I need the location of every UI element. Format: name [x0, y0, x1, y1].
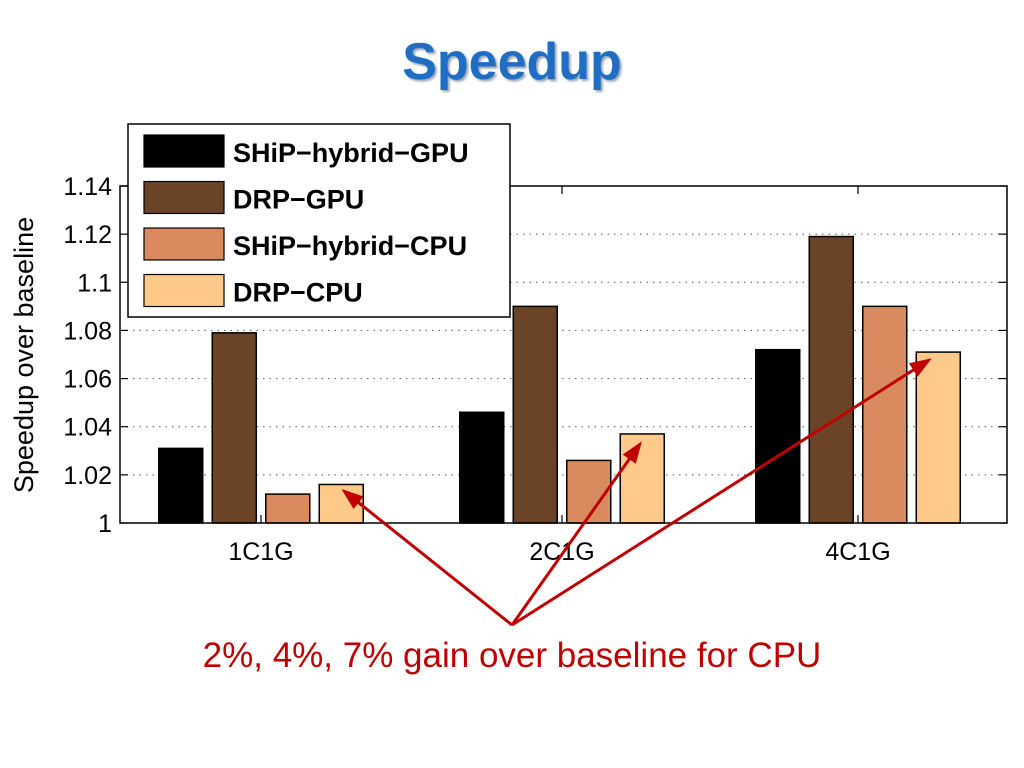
- arrow-line: [510, 448, 638, 626]
- bar: [265, 493, 311, 524]
- y-tick-label: 1.02: [63, 462, 112, 490]
- legend: SHiP−hybrid−GPU DRP−GPU SHiP−hybrid−CPU DRP…: [127, 123, 511, 318]
- x-tick-label: 4C1G: [825, 538, 890, 566]
- legend-label: SHiP−hybrid−GPU: [233, 138, 469, 168]
- y-tick-label: 1.1: [77, 269, 112, 297]
- legend-label: DRP−GPU: [233, 185, 364, 215]
- legend-swatch: [143, 273, 225, 308]
- legend-label: DRP−CPU: [233, 278, 363, 308]
- legend-label: SHiP−hybrid−CPU: [233, 231, 467, 261]
- slide-title: Speedup: [402, 33, 622, 91]
- bars: [158, 235, 961, 524]
- arrow-head: [909, 358, 932, 377]
- bar: [619, 433, 665, 524]
- arrow-head: [341, 488, 364, 509]
- annotation-text: 2%, 4%, 7% gain over baseline for CPU: [202, 636, 822, 675]
- legend-swatch: [143, 134, 225, 168]
- y-tick-label: 1.06: [63, 366, 112, 394]
- plot-frame: [119, 185, 1008, 524]
- y-tick-label: 1.14: [63, 173, 112, 201]
- bar: [211, 332, 257, 524]
- bar: [566, 459, 612, 524]
- y-tick-label: 1.12: [63, 221, 112, 249]
- bar: [808, 235, 854, 524]
- annotation-arrows: [341, 358, 932, 627]
- bar: [158, 447, 204, 524]
- y-tick-label: 1.04: [63, 414, 112, 442]
- legend-swatch: [143, 227, 225, 261]
- bar: [755, 348, 801, 524]
- bar: [512, 305, 558, 524]
- bar: [862, 305, 908, 524]
- x-tick-label: 1C1G: [228, 538, 293, 566]
- arrow-line: [511, 362, 925, 627]
- axes: 11.021.041.061.081.11.121.141C1G2C1G4C1G…: [9, 173, 1008, 566]
- legend-swatch: [143, 180, 225, 215]
- grid-lines: [120, 233, 1007, 476]
- y-axis-label: Speedup over baseline: [9, 217, 39, 493]
- y-tick-label: 1.08: [63, 317, 112, 345]
- arrow-head: [622, 441, 642, 464]
- y-tick-label: 1: [98, 510, 112, 538]
- bar: [915, 351, 961, 524]
- arrow-line: [348, 494, 513, 627]
- bar: [459, 411, 505, 524]
